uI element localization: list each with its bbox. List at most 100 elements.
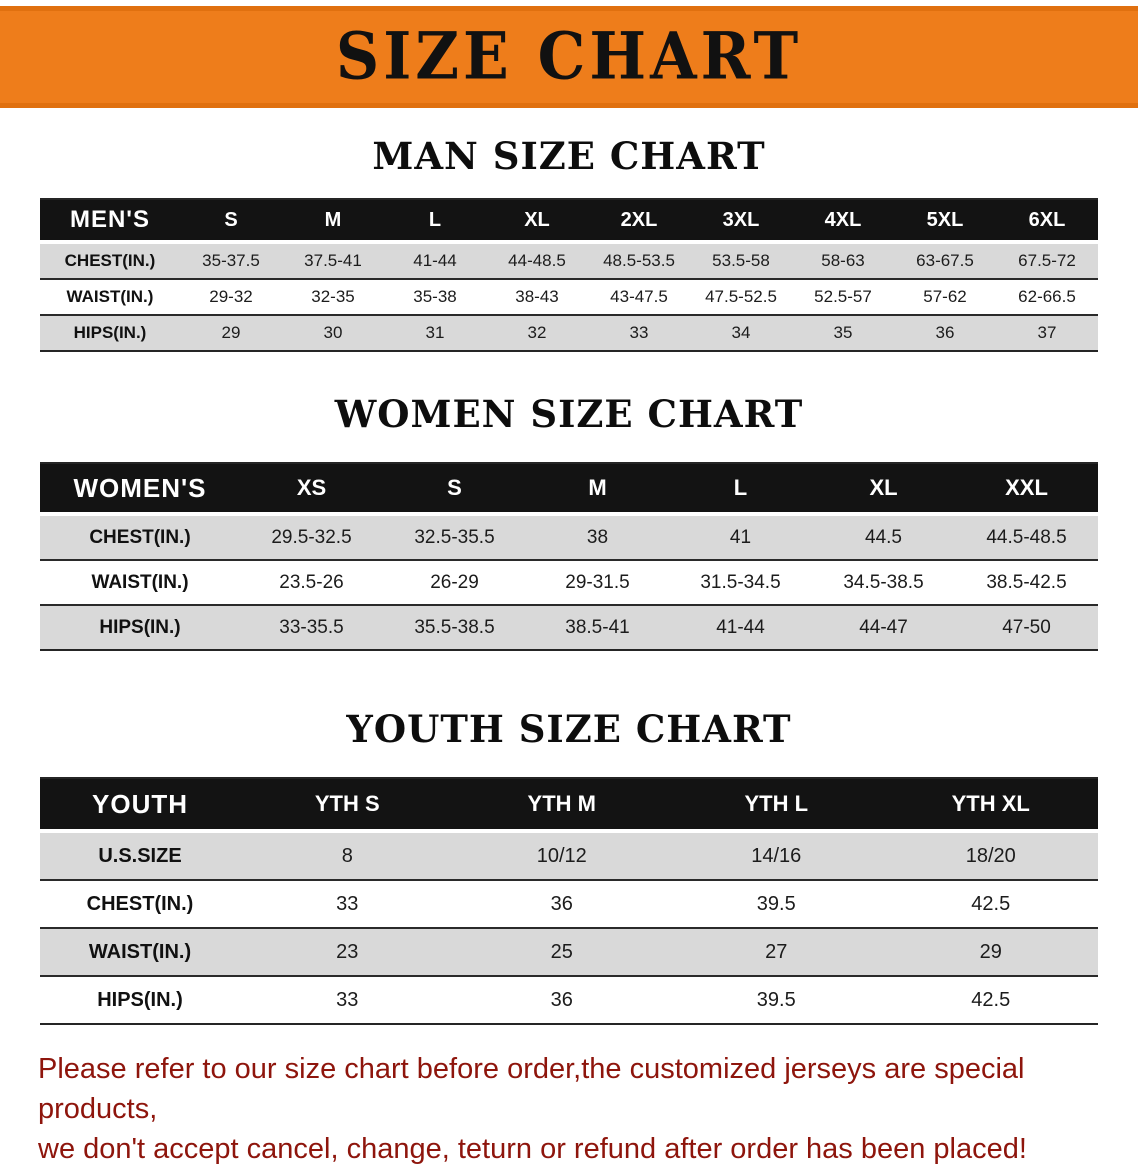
men-size-cell: 32 [527, 323, 547, 342]
youth-size-cell: 39.5 [756, 892, 796, 915]
women-size-cell: 44.5-48.5 [986, 526, 1067, 548]
women-header-cell: S [383, 463, 526, 514]
youth-row-label: WAIST(IN.) [88, 940, 192, 963]
men-waist-row: WAIST(IN.) 29-32 32-35 35-38 38-43 43-47… [40, 279, 1098, 315]
women-header-cell: XL [812, 463, 955, 514]
women-size-cell: 32.5-35.5 [414, 526, 495, 548]
men-header-cell: 6XL [996, 199, 1098, 242]
men-size-cell: 41-44 [413, 251, 457, 270]
men-header-cell: XL [486, 199, 588, 242]
youth-size-table: YOUTH YTH S YTH M YTH L YTH XL U.S.SIZE … [40, 777, 1098, 1025]
women-size-cell: 33-35.5 [279, 616, 344, 638]
youth-size-cell: 33 [336, 892, 359, 915]
men-size-table: MEN'S S M L XL 2XL 3XL 4XL 5XL 6XL CHEST… [40, 198, 1098, 352]
men-size-cell: 38-43 [515, 287, 559, 306]
youth-size-cell: 39.5 [756, 988, 796, 1011]
men-size-cell: 35-38 [413, 287, 457, 306]
men-size-cell: 52.5-57 [814, 287, 872, 306]
women-row-label: HIPS(IN.) [99, 616, 181, 638]
youth-size-cell: 8 [341, 844, 353, 867]
men-row-label: CHEST(IN.) [64, 251, 156, 270]
men-header-cell: 2XL [588, 199, 690, 242]
men-size-cell: 63-67.5 [916, 251, 974, 270]
women-size-cell: 31.5-34.5 [700, 571, 781, 593]
men-size-cell: 47.5-52.5 [705, 287, 777, 306]
women-header-cell: L [669, 463, 812, 514]
youth-size-cell: 36 [550, 988, 573, 1011]
youth-size-cell: 23 [336, 940, 359, 963]
women-size-cell: 44-47 [859, 616, 908, 638]
women-section: WOMEN SIZE CHART WOMEN'S XS S M L XL XXL… [0, 392, 1138, 651]
women-size-cell: 38.5-42.5 [986, 571, 1067, 593]
men-row-label: HIPS(IN.) [73, 323, 147, 342]
youth-hips-row: HIPS(IN.) 33 36 39.5 42.5 [40, 976, 1098, 1024]
women-size-cell: 26-29 [430, 571, 479, 593]
women-size-cell: 23.5-26 [279, 571, 344, 593]
men-size-cell: 29 [221, 323, 241, 342]
women-size-cell: 35.5-38.5 [414, 616, 495, 638]
women-size-cell: 29.5-32.5 [271, 526, 352, 548]
youth-chest-row: CHEST(IN.) 33 36 39.5 42.5 [40, 880, 1098, 928]
youth-size-cell: 42.5 [971, 988, 1011, 1011]
disclaimer: Please refer to our size chart before or… [0, 1049, 1138, 1169]
men-size-cell: 35-37.5 [202, 251, 260, 270]
youth-header-cell: YTH XL [883, 778, 1098, 831]
men-size-cell: 43-47.5 [610, 287, 668, 306]
youth-size-cell: 42.5 [971, 892, 1011, 915]
women-header-row: WOMEN'S XS S M L XL XXL [40, 463, 1098, 514]
women-size-cell: 47-50 [1002, 616, 1051, 638]
women-chart-title: WOMEN SIZE CHART [334, 392, 804, 436]
youth-header-label: YOUTH [40, 778, 240, 831]
women-row-label: CHEST(IN.) [89, 526, 191, 548]
youth-size-cell: 33 [336, 988, 359, 1011]
banner: SIZE CHART [0, 6, 1138, 108]
men-chest-row: CHEST(IN.) 35-37.5 37.5-41 41-44 44-48.5… [40, 242, 1098, 279]
size-chart-page: SIZE CHART MAN SIZE CHART MEN'S S M L XL… [0, 6, 1138, 1169]
men-size-cell: 48.5-53.5 [603, 251, 675, 270]
youth-row-label: HIPS(IN.) [97, 988, 183, 1011]
women-header-cell: XXL [955, 463, 1098, 514]
women-size-cell: 44.5 [865, 526, 902, 548]
women-chest-row: CHEST(IN.) 29.5-32.5 32.5-35.5 38 41 44.… [40, 514, 1098, 560]
men-header-cell: 5XL [894, 199, 996, 242]
women-hips-row: HIPS(IN.) 33-35.5 35.5-38.5 38.5-41 41-4… [40, 605, 1098, 650]
men-size-cell: 53.5-58 [712, 251, 770, 270]
youth-header-cell: YTH S [240, 778, 455, 831]
men-size-cell: 29-32 [209, 287, 253, 306]
men-size-cell: 35 [833, 323, 853, 342]
women-size-cell: 38.5-41 [565, 616, 630, 638]
women-header-label: WOMEN'S [40, 463, 240, 514]
youth-size-cell: 25 [550, 940, 573, 963]
men-size-cell: 36 [935, 323, 955, 342]
men-size-cell: 31 [425, 323, 445, 342]
men-size-cell: 34 [731, 323, 751, 342]
men-row-label: WAIST(IN.) [66, 287, 154, 306]
men-size-cell: 37 [1037, 323, 1057, 342]
men-header-cell: 4XL [792, 199, 894, 242]
women-size-cell: 29-31.5 [565, 571, 630, 593]
youth-ussize-row: U.S.SIZE 8 10/12 14/16 18/20 [40, 831, 1098, 880]
women-size-cell: 41 [729, 526, 752, 548]
youth-section: YOUTH SIZE CHART YOUTH YTH S YTH M YTH L… [0, 707, 1138, 1025]
women-row-label: WAIST(IN.) [91, 571, 189, 593]
women-header-cell: M [526, 463, 669, 514]
men-size-cell: 32-35 [311, 287, 355, 306]
men-size-cell: 57-62 [923, 287, 967, 306]
men-header-cell: S [180, 199, 282, 242]
men-chart-title: MAN SIZE CHART [372, 134, 766, 178]
men-size-cell: 62-66.5 [1018, 287, 1076, 306]
youth-size-cell: 36 [550, 892, 573, 915]
men-hips-row: HIPS(IN.) 29 30 31 32 33 34 35 36 37 [40, 315, 1098, 351]
men-size-cell: 37.5-41 [304, 251, 362, 270]
men-size-cell: 44-48.5 [508, 251, 566, 270]
youth-size-cell: 14/16 [751, 844, 802, 867]
men-size-cell: 30 [323, 323, 343, 342]
youth-chart-title: YOUTH SIZE CHART [346, 707, 792, 751]
women-size-table: WOMEN'S XS S M L XL XXL CHEST(IN.) 29.5-… [40, 462, 1098, 651]
youth-header-cell: YTH L [669, 778, 884, 831]
men-header-label: MEN'S [40, 199, 180, 242]
youth-size-cell: 27 [765, 940, 788, 963]
women-header-cell: XS [240, 463, 383, 514]
women-size-cell: 38 [586, 526, 609, 548]
men-section: MAN SIZE CHART MEN'S S M L XL 2XL 3XL 4X… [0, 134, 1138, 352]
